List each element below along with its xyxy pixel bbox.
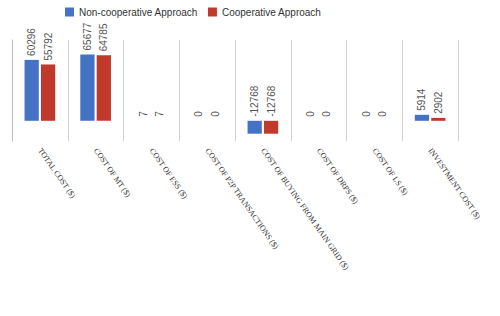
svg-text:COST OF ESS ($): COST OF ESS ($) bbox=[148, 146, 190, 200]
svg-text:INVESTMENT COST ($): INVESTMENT COST ($) bbox=[426, 146, 482, 221]
svg-text:Non-cooperative Approach: Non-cooperative Approach bbox=[79, 7, 197, 18]
svg-text:7: 7 bbox=[154, 111, 165, 117]
svg-text:0: 0 bbox=[193, 111, 204, 117]
svg-text:55792: 55792 bbox=[43, 32, 54, 60]
svg-text:0: 0 bbox=[305, 111, 316, 117]
svg-text:0: 0 bbox=[321, 111, 332, 117]
svg-text:2902: 2902 bbox=[433, 91, 444, 114]
svg-text:0: 0 bbox=[377, 111, 388, 117]
svg-text:64785: 64785 bbox=[98, 23, 109, 51]
svg-text:COST OF DRPS ($): COST OF DRPS ($) bbox=[315, 146, 360, 205]
svg-text:COST OF P2P TRANSACTIONS ($): COST OF P2P TRANSACTIONS ($) bbox=[203, 146, 281, 251]
svg-text:0: 0 bbox=[210, 111, 221, 117]
svg-text:-12768: -12768 bbox=[266, 85, 277, 117]
svg-text:5914: 5914 bbox=[416, 88, 427, 111]
svg-text:COST OF LS ($): COST OF LS ($) bbox=[371, 146, 410, 197]
svg-text:65677: 65677 bbox=[82, 22, 93, 50]
svg-text:COST OF BUYING FROM MAIN GRID: COST OF BUYING FROM MAIN GRID ($) bbox=[259, 146, 351, 271]
svg-text:Cooperative Approach: Cooperative Approach bbox=[222, 7, 321, 18]
svg-text:-12768: -12768 bbox=[249, 85, 260, 117]
svg-text:60296: 60296 bbox=[26, 28, 37, 56]
svg-text:TOTAL COST ($): TOTAL COST ($) bbox=[36, 146, 77, 200]
svg-text:7: 7 bbox=[138, 111, 149, 117]
svg-text:0: 0 bbox=[361, 111, 372, 117]
svg-text:COST OF MT ($): COST OF MT ($) bbox=[92, 146, 133, 199]
